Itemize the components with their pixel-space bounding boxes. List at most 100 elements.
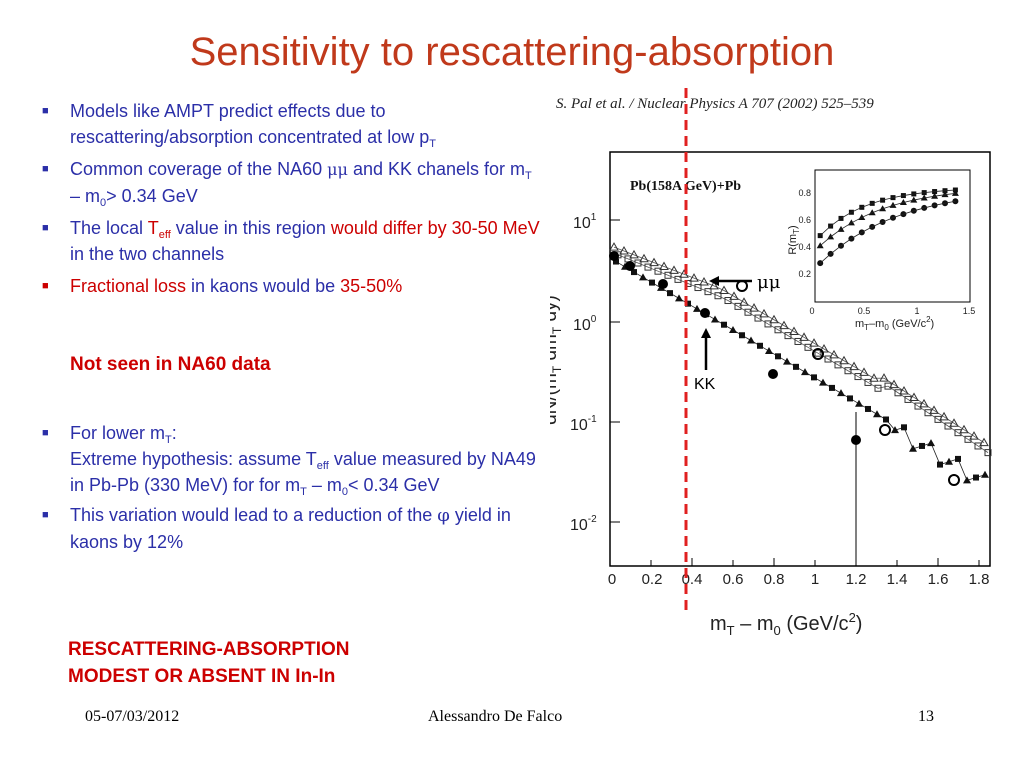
x-tick-labels: 0 0.2 0.4 0.6 0.8 1 1.2 1.4 1.6 1.8 [608,571,990,588]
open-square-point [944,422,952,430]
inset-triangle-point [899,199,907,206]
open-square-point [934,415,942,423]
subscript: 0 [341,486,348,498]
footer-page-number: 13 [918,708,934,725]
inset-x-tick: 1.5 [963,306,976,316]
bullet-text-highlight: would differ by 30-50 MeV [330,218,540,238]
filled-square-point [721,321,727,328]
x-tick-label: 1.6 [928,571,949,588]
open-triangle-point [899,386,909,395]
bullet-text: This variation would lead to a reduction… [70,505,438,525]
filled-square-point [667,290,673,297]
open-triangle-point [809,338,819,347]
filled-triangle-point [873,410,881,418]
bullet-text: Models like AMPT predict effects due to … [70,101,430,147]
open-triangle-point [969,431,979,440]
filled-triangle-point [963,476,971,484]
filled-triangle-point [765,347,773,355]
series-open-circles [736,280,960,486]
conclusion-line: MODEST OR ABSENT IN In-In [68,666,336,687]
open-triangle-point [799,332,809,341]
bullet-text: Extreme hypothesis: assume T [70,449,317,469]
open-triangle-point [699,276,709,286]
bullet-text: in kaons would be [186,276,341,296]
open-square-point [924,409,932,417]
filled-square-point [631,269,637,276]
x-tick-label: 1.4 [887,571,908,588]
filled-square-point [829,384,835,391]
open-square-point [894,389,902,397]
filled-square-point [775,353,781,360]
subscript: T [300,486,307,498]
filled-triangle-point [927,439,935,447]
bullet-text: : [171,423,177,443]
open-square-point [694,284,702,292]
open-triangle-point [979,437,989,447]
open-circle-point [879,424,891,436]
bullet-square-icon: ■ [42,427,49,439]
open-square-point [874,384,882,392]
open-square-point [654,267,662,275]
open-triangle-point [929,405,939,414]
x-tick-label: 0 [608,571,616,588]
open-triangle-point [889,379,899,389]
inset-line [819,189,956,236]
phi-symbol: φ [437,505,450,526]
open-triangle-point [609,242,619,251]
x-tick-label: 0.8 [764,571,785,588]
open-square-point [704,288,712,296]
subscript: T [525,170,532,182]
bullet-text-highlight: Fractional loss [70,276,187,296]
kk-arrowhead-icon [701,328,711,338]
inset-triangle-point [920,194,928,201]
filled-square-point [937,461,943,468]
open-triangle-point [649,257,659,267]
inset-x-tick: 1 [914,306,919,316]
filled-triangle-point [819,378,827,386]
mumu-label: μμ [757,272,781,293]
bullet-text: value measured by NA49 in Pb-Pb (330 MeV… [70,449,536,495]
open-triangle-point [659,261,669,271]
kk-label: KK [694,376,716,393]
open-square-point [914,402,922,410]
series-filled-circles [609,251,861,445]
bullet-list-2: ■ For lower mT: Extreme hypothesis: assu… [40,420,545,561]
not-seen-statement: Not seen in NA60 data [70,354,271,375]
open-square-point [674,275,682,283]
inset-series [816,187,959,267]
bullet-list: ■ Models like AMPT predict effects due t… [40,98,545,305]
open-triangle-point [919,398,929,408]
filled-square-point [685,300,691,307]
filled-square-point [649,279,655,286]
series-open-squares [614,251,992,457]
open-square-point [834,361,842,369]
figure-reference: S. Pal et al. / Nuclear Physics A 707 (2… [556,96,874,112]
open-circle-point [812,348,824,360]
series-line [617,254,989,453]
subscript: 0 [100,197,107,209]
bullet-text: Common coverage of the NA60 [70,159,328,179]
filled-square-point [613,258,619,265]
filled-triangle-point [837,389,845,397]
inset-triangle-point [931,192,939,199]
bullet-text-highlight: T [147,218,159,238]
open-triangle-point [909,392,919,401]
inset-y-tick: 0.8 [798,188,811,198]
filled-square-point [973,474,979,481]
bullet-text: value in this region [170,218,331,238]
filled-triangle-point [855,399,863,407]
filled-circle-point [658,279,668,289]
open-triangle-point [709,280,719,290]
x-axis-ticks [609,558,980,566]
series-filled-triangles [621,262,989,484]
x-tick-label: 0.6 [723,571,744,588]
open-square-point [744,308,752,316]
open-square-point [804,343,812,351]
inset-x-label: mT–m0 (GeV/c2) [855,315,934,332]
spectrum-figure: S. Pal et al. / Nuclear Physics A 707 (2… [550,88,992,638]
y-tick-labels: 101 100 10-1 10-2 [570,212,597,534]
y-tick-label: 100 [573,314,597,334]
open-square-point [764,320,772,328]
inset-x-tick: 0.5 [858,306,871,316]
open-triangle-point [689,273,699,282]
